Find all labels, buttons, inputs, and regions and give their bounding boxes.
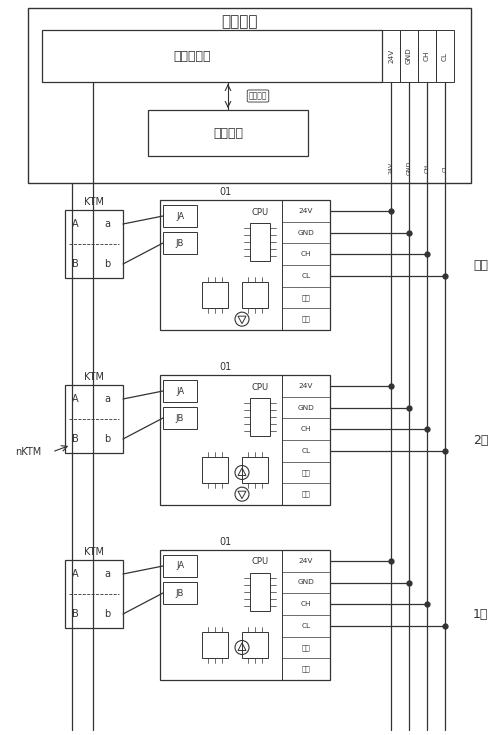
Text: CPU: CPU bbox=[252, 382, 268, 392]
Bar bbox=[28, 8, 471, 183]
Text: JB: JB bbox=[176, 414, 184, 423]
Text: JA: JA bbox=[176, 562, 184, 570]
Bar bbox=[242, 282, 268, 308]
Bar bbox=[160, 550, 330, 680]
Bar bbox=[163, 555, 197, 577]
Text: CL: CL bbox=[442, 51, 448, 60]
Text: CL: CL bbox=[302, 623, 310, 629]
Bar bbox=[163, 582, 197, 604]
Text: GND: GND bbox=[298, 404, 314, 411]
Bar bbox=[250, 223, 270, 261]
Bar bbox=[242, 632, 268, 658]
Text: CH: CH bbox=[301, 601, 311, 607]
Text: GND: GND bbox=[298, 579, 314, 586]
Text: a: a bbox=[104, 569, 110, 579]
Text: 1层: 1层 bbox=[472, 609, 488, 622]
Text: 01: 01 bbox=[219, 362, 231, 372]
Text: CL: CL bbox=[302, 448, 310, 453]
Bar bbox=[382, 30, 400, 82]
Bar bbox=[202, 457, 228, 483]
Text: CPU: CPU bbox=[252, 207, 268, 217]
Bar bbox=[160, 200, 330, 330]
Text: a: a bbox=[104, 394, 110, 404]
Text: 24V: 24V bbox=[388, 49, 394, 63]
Text: 上呼: 上呼 bbox=[302, 294, 310, 301]
Text: A: A bbox=[72, 394, 78, 404]
Text: 电梯机房: 电梯机房 bbox=[222, 15, 258, 29]
Text: 01: 01 bbox=[219, 187, 231, 197]
Bar bbox=[202, 282, 228, 308]
Text: 顶层: 顶层 bbox=[473, 259, 488, 271]
Bar bbox=[418, 30, 436, 82]
Bar bbox=[163, 380, 197, 402]
Text: b: b bbox=[104, 609, 110, 619]
Text: KTM: KTM bbox=[84, 372, 104, 382]
Bar bbox=[42, 30, 382, 82]
Text: 24V: 24V bbox=[299, 558, 313, 564]
Bar bbox=[400, 30, 418, 82]
Text: CH: CH bbox=[301, 426, 311, 432]
Text: 下呼: 下呼 bbox=[302, 316, 310, 323]
Text: JA: JA bbox=[176, 387, 184, 395]
Text: A: A bbox=[72, 569, 78, 579]
Text: b: b bbox=[104, 259, 110, 269]
Text: GND: GND bbox=[406, 161, 412, 175]
Text: b: b bbox=[104, 434, 110, 444]
Text: GND: GND bbox=[298, 229, 314, 235]
Text: KTM: KTM bbox=[84, 197, 104, 207]
Bar bbox=[250, 573, 270, 611]
Bar bbox=[65, 560, 123, 628]
Text: CL: CL bbox=[442, 164, 448, 172]
Text: CH: CH bbox=[301, 251, 311, 257]
Bar bbox=[65, 210, 123, 278]
Text: CL: CL bbox=[302, 273, 310, 279]
Text: 2层: 2层 bbox=[472, 434, 488, 446]
Bar bbox=[148, 110, 308, 156]
Bar bbox=[163, 205, 197, 227]
Text: B: B bbox=[72, 609, 78, 619]
Bar bbox=[163, 232, 197, 254]
Text: CH: CH bbox=[424, 163, 430, 173]
Text: 24V: 24V bbox=[388, 162, 394, 174]
Text: 上呼: 上呼 bbox=[302, 469, 310, 476]
Text: KTM: KTM bbox=[84, 547, 104, 557]
Bar bbox=[160, 375, 330, 505]
Text: 显示单元: 显示单元 bbox=[213, 126, 243, 140]
Text: 24V: 24V bbox=[299, 383, 313, 389]
Text: 串行通讯: 串行通讯 bbox=[249, 91, 267, 101]
Bar bbox=[250, 398, 270, 436]
Text: GND: GND bbox=[406, 48, 412, 65]
Bar bbox=[163, 407, 197, 429]
Text: A: A bbox=[72, 219, 78, 229]
Bar bbox=[436, 30, 454, 82]
Bar bbox=[65, 385, 123, 453]
Text: JB: JB bbox=[176, 238, 184, 248]
Text: JA: JA bbox=[176, 212, 184, 220]
Text: 01: 01 bbox=[219, 537, 231, 547]
Bar bbox=[242, 457, 268, 483]
Text: 电梯控制器: 电梯控制器 bbox=[174, 49, 211, 62]
Text: JB: JB bbox=[176, 589, 184, 598]
Text: 下呼: 下呼 bbox=[302, 491, 310, 498]
Text: 下呼: 下呼 bbox=[302, 666, 310, 673]
Text: CH: CH bbox=[424, 51, 430, 61]
Text: a: a bbox=[104, 219, 110, 229]
Text: nKTM: nKTM bbox=[15, 447, 41, 457]
Text: 24V: 24V bbox=[299, 208, 313, 214]
Text: B: B bbox=[72, 434, 78, 444]
Bar bbox=[202, 632, 228, 658]
Text: B: B bbox=[72, 259, 78, 269]
Text: CPU: CPU bbox=[252, 558, 268, 567]
Text: 上呼: 上呼 bbox=[302, 644, 310, 650]
